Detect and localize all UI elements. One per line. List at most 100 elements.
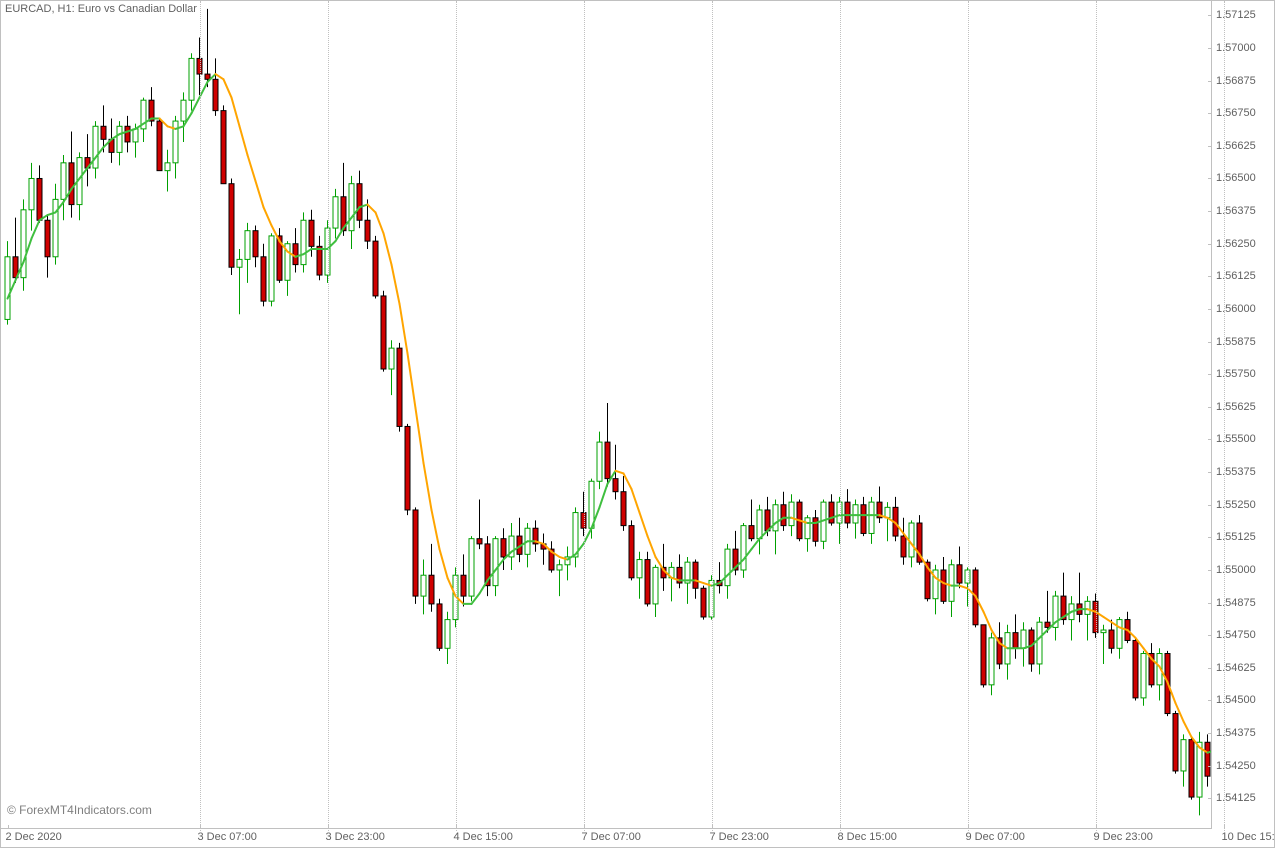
candle [365, 220, 370, 241]
ma-segment [600, 484, 608, 507]
x-gridline [328, 1, 330, 831]
candle [749, 526, 754, 539]
ma-segment [640, 513, 648, 536]
candle [269, 236, 274, 301]
x-axis-tick [968, 825, 969, 829]
ma-segment [648, 536, 656, 557]
y-axis-tick [1208, 342, 1212, 343]
candle [381, 296, 386, 369]
candle [205, 74, 210, 79]
y-axis-label: 1.55125 [1216, 531, 1256, 543]
y-axis-tick [1208, 15, 1212, 16]
x-gridline [840, 1, 842, 831]
candle [53, 199, 58, 256]
candle [805, 518, 810, 539]
y-axis-label: 1.56500 [1216, 172, 1256, 184]
chart-plot-area[interactable] [1, 1, 1214, 831]
y-axis-label: 1.57000 [1216, 42, 1256, 54]
x-axis-label: 8 Dec 15:00 [838, 831, 897, 843]
candle [645, 560, 650, 604]
y-axis-label: 1.54750 [1216, 629, 1256, 641]
x-axis-label: 10 Dec 15:00 [1222, 831, 1275, 843]
candle [1101, 630, 1106, 633]
candle [725, 549, 730, 586]
candle [229, 184, 234, 268]
candle [221, 111, 226, 184]
candle [757, 510, 762, 539]
x-axis-tick [840, 825, 841, 829]
candle [189, 58, 194, 100]
y-axis-tick [1208, 276, 1212, 277]
ma-segment [960, 586, 968, 589]
candle [1141, 654, 1146, 698]
x-axis-label: 2 Dec 2020 [6, 831, 62, 843]
candle [637, 560, 642, 578]
ma-segment [416, 408, 424, 463]
candle [869, 502, 874, 533]
ma-segment [232, 98, 240, 127]
x-axis-label: 3 Dec 23:00 [326, 831, 385, 843]
candle [213, 79, 218, 110]
candle [237, 259, 242, 267]
candle [397, 348, 402, 426]
ma-segment [752, 539, 760, 549]
y-axis-tick [1208, 766, 1212, 767]
candle [557, 565, 562, 570]
ma-segment [616, 471, 624, 474]
candle [813, 518, 818, 541]
y-axis-label: 1.57125 [1216, 9, 1256, 21]
candle [653, 567, 658, 604]
ma-segment [392, 265, 400, 304]
y-axis-tick [1208, 48, 1212, 49]
candle [165, 163, 170, 171]
candle [253, 231, 258, 257]
candle [125, 126, 130, 142]
candle [1085, 601, 1090, 614]
chart-container: EURCAD, H1: Euro vs Canadian Dollar 1.54… [0, 0, 1275, 848]
y-axis-label: 1.54375 [1216, 727, 1256, 739]
candle [181, 100, 186, 121]
x-axis-label: 3 Dec 07:00 [198, 831, 257, 843]
candle [1197, 742, 1202, 797]
candle [573, 513, 578, 557]
x-gridline [584, 1, 586, 831]
candle [301, 220, 306, 264]
candle [349, 184, 354, 231]
candle [829, 502, 834, 523]
candle [1117, 620, 1122, 649]
candle [101, 126, 106, 139]
candle [493, 539, 498, 586]
ma-segment [368, 205, 376, 213]
ma-segment [440, 549, 448, 578]
y-axis-tick [1208, 505, 1212, 506]
y-axis-tick [1208, 439, 1212, 440]
y-axis-tick [1208, 407, 1212, 408]
y-axis-tick [1208, 700, 1212, 701]
x-axis-label: 7 Dec 07:00 [582, 831, 641, 843]
y-axis-tick [1208, 81, 1212, 82]
y-axis-tick [1208, 211, 1212, 212]
candle [1109, 630, 1114, 648]
ma-segment [384, 233, 392, 264]
candle [461, 575, 466, 596]
candle [1045, 622, 1050, 627]
candle [765, 510, 770, 531]
candle [413, 510, 418, 596]
candle [29, 178, 34, 209]
y-axis-tick [1208, 570, 1212, 571]
y-axis-tick [1208, 472, 1212, 473]
candle [1021, 630, 1026, 648]
y-axis-label: 1.54875 [1216, 597, 1256, 609]
ma-segment [256, 181, 264, 207]
y-axis-tick [1208, 668, 1212, 669]
y-axis-label: 1.55000 [1216, 564, 1256, 576]
candle [429, 575, 434, 604]
x-axis-label: 7 Dec 23:00 [710, 831, 769, 843]
y-axis-label: 1.54125 [1216, 792, 1256, 804]
candle [5, 257, 10, 320]
candle [261, 257, 266, 301]
candle [389, 348, 394, 369]
y-axis-label: 1.55250 [1216, 499, 1256, 511]
candle [317, 246, 322, 275]
x-axis-label: 9 Dec 07:00 [966, 831, 1025, 843]
